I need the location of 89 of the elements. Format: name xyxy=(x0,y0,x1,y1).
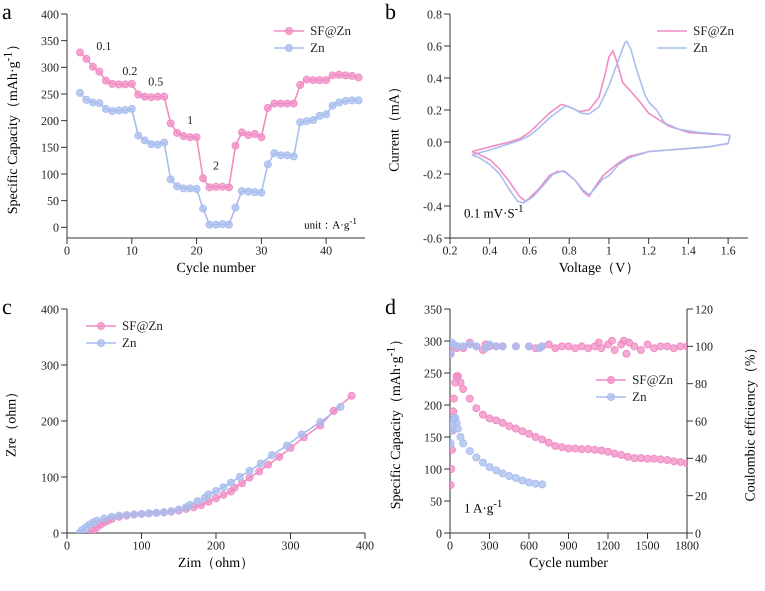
y2-axis-title: Coulombic efficiency（%） xyxy=(743,340,759,502)
y-tick-label: 400 xyxy=(41,302,59,316)
x-tick-label: 1.4 xyxy=(680,244,696,258)
x-tick-label: 0.8 xyxy=(562,244,577,258)
y-tick-label: 200 xyxy=(41,114,59,128)
annotation: 1 A·g$^{-1}$ xyxy=(464,498,502,516)
annotation: 1 xyxy=(187,112,194,127)
y2-tick-label: 40 xyxy=(695,452,707,466)
legend-label: Zn xyxy=(632,388,647,404)
x-tick-label: 600 xyxy=(520,538,538,553)
y2-tick-label: 20 xyxy=(695,488,707,503)
x-tick-label: 40 xyxy=(320,244,332,258)
x-tick-label: 100 xyxy=(132,538,150,553)
y-tick-label: 300 xyxy=(424,334,442,348)
y-tick-label: 0 xyxy=(53,526,59,540)
y-tick-label: 100 xyxy=(424,462,442,476)
y-tick-label: 50 xyxy=(430,494,442,508)
y2-tick-label: 80 xyxy=(695,376,707,391)
x-axis-title: Cycle number xyxy=(528,556,609,572)
legend-label: SF@Zn xyxy=(632,372,673,388)
legend-label: Zn xyxy=(693,40,708,56)
y-tick-label: 0.0 xyxy=(427,135,442,150)
y-tick-label: 0.4 xyxy=(427,71,442,86)
legend-label: SF@Zn xyxy=(693,22,734,38)
y-tick-label: 50 xyxy=(47,194,59,208)
annotation: 0.1 xyxy=(96,38,112,53)
y-tick-label: 400 xyxy=(41,7,59,22)
legend-label: Zn xyxy=(122,334,136,350)
x-tick-label: 0.6 xyxy=(522,244,537,258)
chart-title: c xyxy=(2,294,12,320)
x-tick-label: 300 xyxy=(480,538,498,553)
x-tick-label: 400 xyxy=(356,538,374,553)
annotation: 2 xyxy=(213,158,220,172)
x-axis-title: Cycle number xyxy=(176,261,256,276)
y-tick-label: 300 xyxy=(41,60,59,75)
x-tick-label: 20 xyxy=(190,244,203,258)
y-tick-label: 0.6 xyxy=(427,39,442,54)
y-tick-label: 150 xyxy=(424,430,442,444)
x-tick-label: 0 xyxy=(64,244,70,258)
y-tick-label: 150 xyxy=(41,140,59,155)
x-tick-label: 1 xyxy=(606,244,612,258)
annotation: 0.5 xyxy=(148,74,164,89)
y-tick-label: 0.8 xyxy=(427,7,442,22)
y-tick-label: 100 xyxy=(41,470,59,484)
annotation: unit：A·g$^{-1}$ xyxy=(304,216,357,232)
y-tick-label: -0.6 xyxy=(423,231,442,246)
x-tick-label: 1800 xyxy=(675,538,699,553)
x-tick-label: 0.2 xyxy=(442,244,458,258)
y-axis-title: Zre（ohm） xyxy=(4,384,20,458)
y-tick-label: -0.4 xyxy=(423,199,442,214)
y-tick-label: 350 xyxy=(424,302,442,316)
y-tick-label: 0.2 xyxy=(427,103,442,118)
y2-tick-label: 120 xyxy=(695,302,713,316)
x-tick-label: 1.2 xyxy=(641,244,656,258)
y-tick-label: 0 xyxy=(53,220,59,235)
x-tick-label: 0 xyxy=(447,538,453,553)
legend-label: Zn xyxy=(310,40,325,56)
y-tick-label: 200 xyxy=(41,414,59,428)
chart-title: b xyxy=(385,0,396,24)
y2-tick-label: 60 xyxy=(695,414,707,428)
x-tick-label: 0 xyxy=(64,538,70,553)
x-tick-label: 200 xyxy=(207,538,225,553)
x-tick-label: 300 xyxy=(282,538,300,553)
y-tick-label: -0.2 xyxy=(423,167,442,182)
x-tick-label: 10 xyxy=(126,244,138,258)
y-tick-label: 250 xyxy=(41,87,59,102)
y-tick-label: 0 xyxy=(436,526,442,540)
x-tick-label: 1500 xyxy=(636,538,660,553)
legend-label: SF@Zn xyxy=(122,318,163,334)
chart-title: a xyxy=(2,0,12,24)
y-tick-label: 350 xyxy=(41,34,59,48)
y-tick-label: 200 xyxy=(424,398,442,412)
y-tick-label: 100 xyxy=(41,167,59,182)
y2-tick-label: 100 xyxy=(695,340,713,354)
x-tick-label: 0.4 xyxy=(482,244,498,258)
legend-label: SF@Zn xyxy=(310,22,351,38)
y-tick-label: 300 xyxy=(41,358,59,372)
y2-tick-label: 0 xyxy=(695,526,701,540)
chart-title: d xyxy=(385,294,396,320)
x-tick-label: 1.6 xyxy=(720,244,736,258)
x-axis-title: Voltage（V） xyxy=(558,261,640,276)
x-tick-label: 1200 xyxy=(596,538,620,553)
x-tick-label: 900 xyxy=(560,538,578,553)
y-tick-label: 250 xyxy=(424,366,442,380)
y-axis-title: Current（mA） xyxy=(387,80,403,172)
x-axis-title: Zim（ohm） xyxy=(176,556,256,572)
annotation: 0.1 mV·S$^{-1}$ xyxy=(464,203,524,221)
x-tick-label: 30 xyxy=(255,244,268,258)
annotation: 0.2 xyxy=(122,64,138,78)
